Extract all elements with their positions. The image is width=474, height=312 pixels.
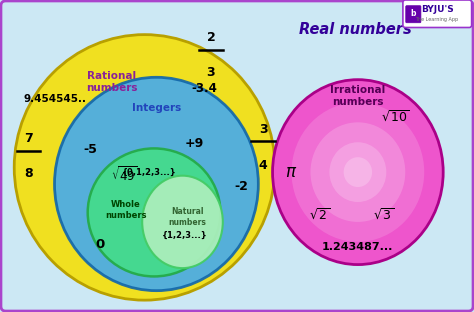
- Text: Real numbers: Real numbers: [299, 22, 412, 37]
- Ellipse shape: [142, 176, 223, 268]
- Ellipse shape: [344, 157, 372, 187]
- Text: $\sqrt{10}$: $\sqrt{10}$: [381, 110, 410, 125]
- Text: b: b: [410, 9, 416, 18]
- Text: 3: 3: [207, 66, 215, 79]
- Text: The Learning App: The Learning App: [416, 17, 458, 22]
- Text: 3: 3: [259, 123, 267, 136]
- Text: Whole
numbers: Whole numbers: [105, 200, 146, 220]
- Ellipse shape: [55, 77, 258, 291]
- Text: 0: 0: [95, 238, 104, 251]
- Ellipse shape: [14, 35, 275, 300]
- Text: Irrational
numbers: Irrational numbers: [330, 85, 385, 107]
- Text: $\sqrt{49}$: $\sqrt{49}$: [111, 165, 137, 184]
- Text: Integers: Integers: [132, 103, 181, 113]
- FancyBboxPatch shape: [406, 6, 421, 23]
- Text: $\sqrt{2}$: $\sqrt{2}$: [310, 207, 330, 222]
- Text: -2: -2: [235, 180, 249, 193]
- Text: 7: 7: [24, 132, 33, 145]
- Text: 4: 4: [259, 159, 267, 172]
- Ellipse shape: [329, 142, 386, 202]
- Text: 2: 2: [207, 31, 215, 44]
- Ellipse shape: [310, 122, 405, 222]
- Text: {0,1,2,3...}: {0,1,2,3...}: [122, 168, 177, 177]
- Ellipse shape: [88, 149, 220, 276]
- Text: -3.4: -3.4: [191, 82, 217, 95]
- Text: 9.454545..: 9.454545..: [23, 94, 86, 104]
- Text: Natural
numbers: Natural numbers: [168, 207, 206, 227]
- Text: 1.243487...: 1.243487...: [322, 241, 393, 251]
- Text: +9: +9: [185, 137, 204, 150]
- Text: Rational
numbers: Rational numbers: [86, 71, 137, 93]
- Text: -5: -5: [83, 143, 97, 156]
- Text: $\sqrt{3}$: $\sqrt{3}$: [374, 207, 394, 222]
- Text: $\pi$: $\pi$: [285, 163, 298, 181]
- Ellipse shape: [292, 102, 424, 242]
- Ellipse shape: [273, 80, 443, 265]
- FancyBboxPatch shape: [403, 0, 472, 27]
- Text: {1,2,3...}: {1,2,3...}: [162, 231, 208, 240]
- Text: BYJU'S: BYJU'S: [420, 5, 454, 14]
- Text: 8: 8: [24, 167, 33, 180]
